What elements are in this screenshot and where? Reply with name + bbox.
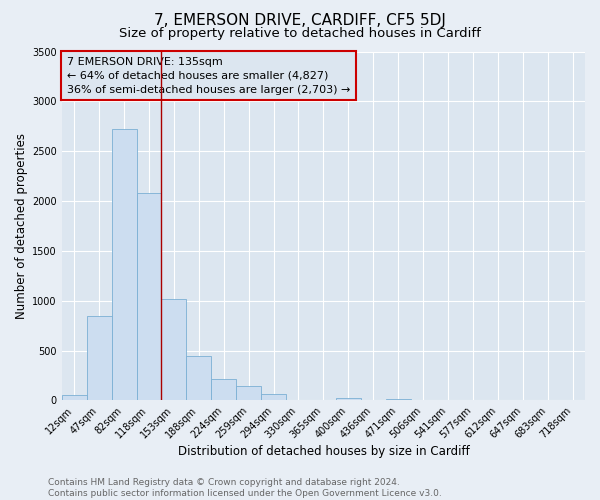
Bar xyxy=(336,398,361,400)
Bar xyxy=(187,356,211,401)
Text: 7, EMERSON DRIVE, CARDIFF, CF5 5DJ: 7, EMERSON DRIVE, CARDIFF, CF5 5DJ xyxy=(154,12,446,28)
Y-axis label: Number of detached properties: Number of detached properties xyxy=(15,133,28,319)
Bar xyxy=(137,193,161,400)
Bar xyxy=(161,299,187,400)
Bar xyxy=(261,394,286,400)
Bar xyxy=(211,379,236,400)
Text: Size of property relative to detached houses in Cardiff: Size of property relative to detached ho… xyxy=(119,28,481,40)
X-axis label: Distribution of detached houses by size in Cardiff: Distribution of detached houses by size … xyxy=(178,444,469,458)
Bar xyxy=(112,130,137,400)
Bar xyxy=(62,395,86,400)
Text: 7 EMERSON DRIVE: 135sqm
← 64% of detached houses are smaller (4,827)
36% of semi: 7 EMERSON DRIVE: 135sqm ← 64% of detache… xyxy=(67,56,350,94)
Bar xyxy=(236,386,261,400)
Bar xyxy=(386,399,410,400)
Bar xyxy=(86,316,112,400)
Text: Contains HM Land Registry data © Crown copyright and database right 2024.
Contai: Contains HM Land Registry data © Crown c… xyxy=(48,478,442,498)
